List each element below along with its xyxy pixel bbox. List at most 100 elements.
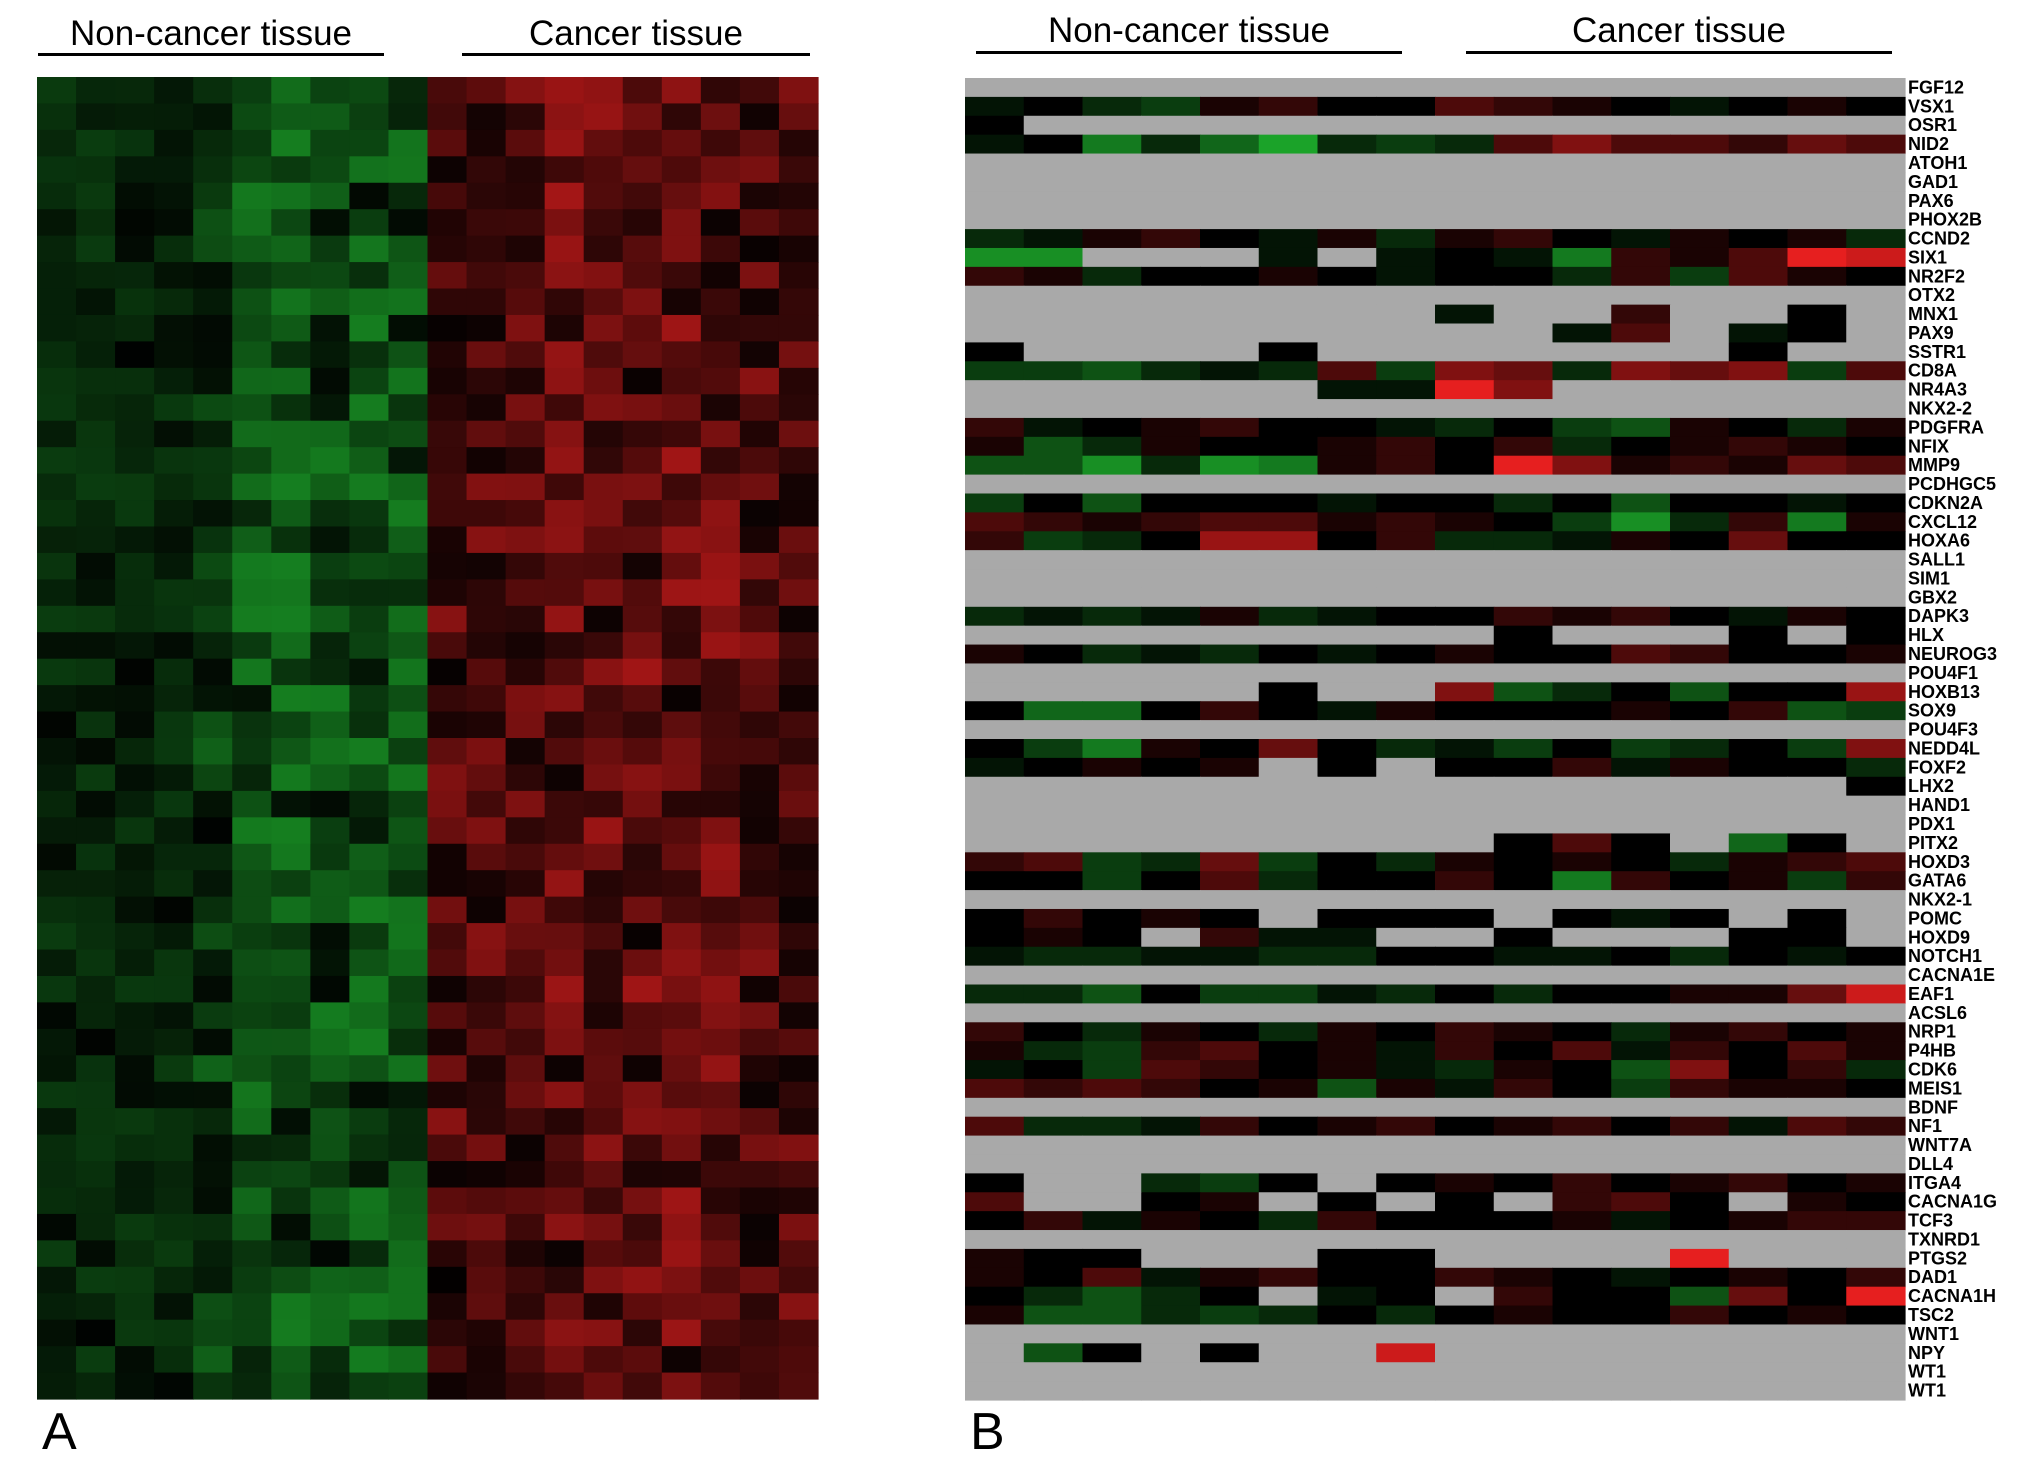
heatmap-b-cell (1611, 1286, 1671, 1307)
heatmap-a-cell (349, 843, 390, 871)
heatmap-b-cell (1141, 512, 1201, 532)
heatmap-a-cell (778, 262, 819, 290)
heatmap-a-cell (466, 817, 507, 845)
heatmap-b-cell (1787, 531, 1847, 551)
heatmap-a-cell (778, 129, 819, 157)
heatmap-a-cell (466, 552, 507, 580)
heatmap-b-cell (1728, 247, 1789, 268)
heatmap-b-cell (1493, 1381, 1554, 1401)
heatmap-b-cell (1141, 1267, 1201, 1288)
heatmap-b-cell (1200, 210, 1260, 230)
heatmap-b-cell (1670, 417, 1730, 438)
heatmap-b-cell (1846, 1381, 1906, 1401)
heatmap-a-cell (76, 1161, 116, 1189)
heatmap-b-cell (1846, 852, 1906, 872)
heatmap-a-cell (739, 552, 780, 580)
heatmap-b-cell (1200, 96, 1260, 117)
heatmap-a-cell (622, 1187, 663, 1215)
heatmap-b-cell (1728, 1381, 1789, 1401)
heatmap-b-cell (1023, 1078, 1084, 1099)
heatmap-b-cell (1317, 304, 1377, 325)
heatmap-b-cell (1141, 153, 1201, 174)
heatmap-a-cell (349, 975, 390, 1003)
heatmap-a-cell (349, 129, 390, 157)
gene-label: SSTR1 (1908, 342, 1966, 362)
heatmap-b-cell (1082, 115, 1142, 136)
gene-label: HOXD3 (1908, 852, 1970, 872)
gene-label: NPY (1908, 1343, 1945, 1363)
heatmap-a-cell (739, 975, 780, 1003)
heatmap-b-cell (1611, 285, 1671, 306)
heatmap-b-cell (1611, 890, 1671, 910)
heatmap-a-cell (115, 182, 155, 210)
heatmap-b-cell (1435, 210, 1495, 230)
heatmap-a-cell (505, 552, 546, 580)
heatmap-b-cell (1082, 266, 1142, 287)
heatmap-a-cell (700, 605, 741, 633)
heatmap-a-cell (544, 1081, 585, 1109)
heatmap-b-cell (1611, 342, 1671, 362)
heatmap-b-cell (965, 323, 1025, 343)
heatmap-b-cell (965, 984, 1025, 1004)
heatmap-a-cell (661, 817, 702, 845)
heatmap-a-cell (778, 77, 819, 105)
heatmap-a-cell (232, 447, 272, 475)
heatmap-b-cell (1141, 1248, 1201, 1269)
heatmap-a-cell (37, 447, 77, 475)
heatmap-a-cell (700, 1187, 741, 1215)
heatmap-b-cell (1493, 701, 1554, 721)
heatmap-b-cell (1376, 1248, 1436, 1269)
heatmap-b-cell (1023, 946, 1084, 967)
heatmap-a-cell (154, 129, 194, 157)
heatmap-b-cell (1846, 1135, 1906, 1156)
heatmap-a-cell (193, 1161, 233, 1189)
heatmap-b-cell (1846, 323, 1906, 343)
heatmap-b-cell (1611, 78, 1671, 98)
heatmap-b-cell (1493, 266, 1554, 287)
heatmap-b-cell (1200, 380, 1260, 400)
heatmap-a-cell (661, 235, 702, 263)
heatmap-a-cell (700, 658, 741, 686)
heatmap-a-cell (700, 1319, 741, 1347)
heatmap-b-cell (1023, 1022, 1084, 1042)
heatmap-b-cell (1787, 644, 1847, 665)
heatmap-a-cell (427, 1372, 468, 1400)
heatmap-a-cell (37, 870, 77, 898)
heatmap-b-cell (1846, 191, 1906, 211)
heatmap-b-cell (1787, 1041, 1847, 1061)
heatmap-b-cell (1376, 1230, 1436, 1250)
heatmap-b-cell (1552, 210, 1612, 230)
heatmap-b-cell (1611, 474, 1671, 495)
heatmap-a-cell (427, 288, 468, 316)
heatmap-b-cell (965, 776, 1025, 797)
heatmap-b-cell (1846, 531, 1906, 551)
heatmap-b-cell (1552, 342, 1612, 362)
heatmap-b-cell (1670, 1192, 1730, 1212)
gene-label: PDGFRA (1908, 417, 1984, 437)
heatmap-a-cell (544, 923, 585, 951)
heatmap-b-cell (1082, 871, 1142, 891)
heatmap-a-cell (76, 817, 116, 845)
heatmap-b-cell (1493, 606, 1554, 627)
heatmap-b-cell (1317, 96, 1377, 117)
heatmap-b-cell (1317, 380, 1377, 400)
heatmap-a-cell (193, 182, 233, 210)
heatmap-b-cell (1611, 172, 1671, 192)
heatmap-a-cell (76, 1002, 116, 1030)
heatmap-b-cell (1435, 1173, 1495, 1193)
heatmap-b-cell (1258, 1343, 1319, 1363)
heatmap-a-cell (76, 367, 116, 395)
heatmap-a-cell (700, 870, 741, 898)
gene-label: PDX1 (1908, 814, 1955, 834)
heatmap-a-cell (778, 500, 819, 528)
heatmap-b-cell (1787, 1022, 1847, 1042)
heatmap-a-cell (271, 420, 311, 448)
heatmap-a-cell (193, 1081, 233, 1109)
heatmap-b-cell (1493, 512, 1554, 532)
heatmap-b-cell (1728, 1022, 1789, 1042)
heatmap-a-cell (427, 262, 468, 290)
heatmap-b-cell (1435, 720, 1495, 740)
heatmap-a-cell (427, 156, 468, 184)
heatmap-b-cell (1200, 720, 1260, 740)
heatmap-b-cell (1552, 720, 1612, 740)
